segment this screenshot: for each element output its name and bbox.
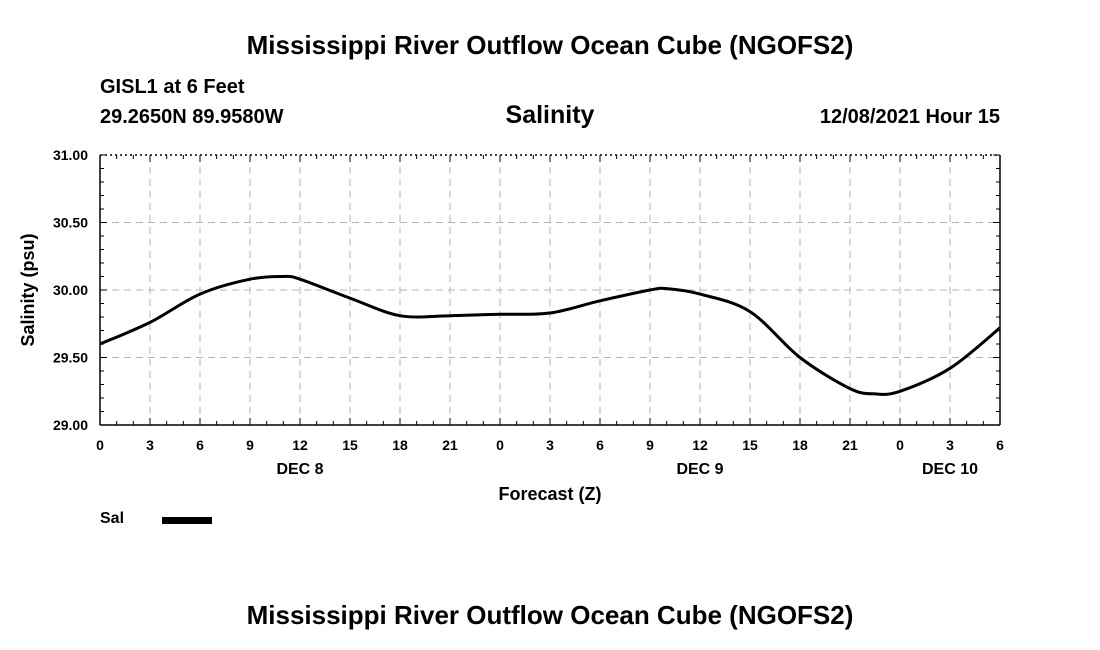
x-tick-label: 6 (596, 437, 604, 453)
x-tick-label: 15 (342, 437, 358, 453)
x-tick-label: 12 (692, 437, 708, 453)
y-axis-title: Salinity (psu) (18, 233, 38, 346)
x-axis-title: Forecast (Z) (498, 484, 601, 504)
x-tick-label: 18 (792, 437, 808, 453)
x-tick-label: 3 (546, 437, 554, 453)
x-tick-label: 12 (292, 437, 308, 453)
y-tick-label: 29.50 (53, 350, 88, 366)
y-tick-label: 30.00 (53, 282, 88, 298)
y-tick-label: 30.50 (53, 215, 88, 231)
x-tick-label: 18 (392, 437, 408, 453)
legend-swatch (162, 517, 212, 524)
axis-layer (99, 154, 1001, 426)
day-label: DEC 9 (676, 461, 723, 478)
x-tick-label: 3 (946, 437, 954, 453)
x-tick-label: 9 (246, 437, 254, 453)
x-tick-label: 15 (742, 437, 758, 453)
x-tick-label: 3 (146, 437, 154, 453)
series-layer (99, 274, 1001, 396)
label-layer: 29.00 29.50 30.00 30.50 31.00 0 3 6 9 12 15 18 21 0 3 6… (18, 147, 1004, 504)
day-label: DEC 10 (922, 461, 978, 478)
legend-label: Sal (100, 510, 125, 527)
x-tick-label: 9 (646, 437, 654, 453)
grid-layer (100, 155, 1000, 425)
series-line-sal (99, 274, 1001, 396)
x-tick-label: 21 (842, 437, 858, 453)
variable-title: Salinity (505, 101, 595, 129)
station-coordinates: 29.2650N 89.9580W (100, 106, 284, 128)
x-tick-label: 21 (442, 437, 458, 453)
x-tick-label: 6 (196, 437, 204, 453)
x-tick-label: 0 (496, 437, 504, 453)
station-name: GISL1 at 6 Feet (100, 76, 245, 98)
forecast-datetime: 12/08/2021 Hour 15 (819, 106, 1000, 128)
day-label: DEC 8 (276, 461, 323, 478)
chart-title-bottom: Mississippi River Outflow Ocean Cube (NG… (246, 600, 854, 630)
x-tick-label: 6 (996, 437, 1004, 453)
x-tick-label: 0 (96, 437, 104, 453)
y-tick-label: 31.00 (53, 147, 88, 163)
x-tick-label: 0 (896, 437, 904, 453)
chart-title-top: Mississippi River Outflow Ocean Cube (NG… (246, 30, 854, 60)
y-tick-label: 29.00 (53, 417, 88, 433)
